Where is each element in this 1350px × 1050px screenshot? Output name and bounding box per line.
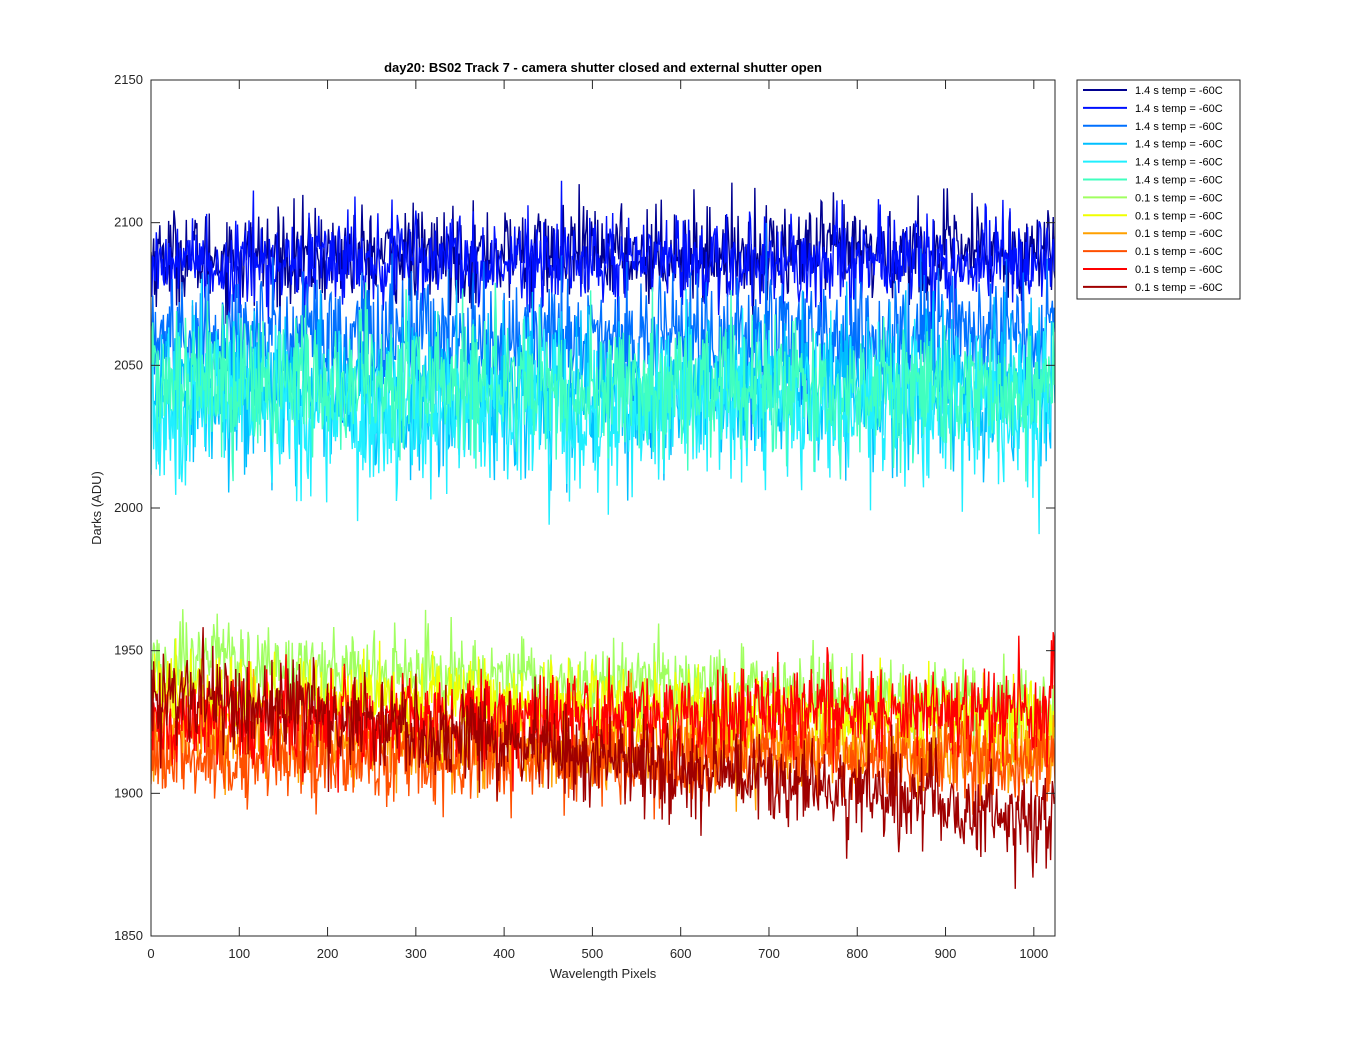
x-tick-label: 400 [493,946,515,961]
series-line [151,282,1055,482]
legend-label: 0.1 s temp = -60C [1135,282,1223,294]
series-layer [151,180,1055,889]
x-tick-label: 500 [582,946,604,961]
y-tick-label: 2050 [114,357,143,372]
legend-label: 1.4 s temp = -60C [1135,139,1223,151]
y-axis-ticks: 1850 1900 1950 2000 2050 2100 2150 [114,72,1055,943]
legend-label: 1.4 s temp = -60C [1135,175,1223,187]
legend-label: 1.4 s temp = -60C [1135,157,1223,169]
plot-frame [150,79,1056,937]
series-line [151,278,1055,535]
y-tick-label: 1950 [114,643,143,658]
chart-title: day20: BS02 Track 7 - camera shutter clo… [384,60,822,75]
legend-label: 1.4 s temp = -60C [1135,121,1223,133]
legend-label: 0.1 s temp = -60C [1135,246,1223,258]
x-tick-label: 600 [670,946,692,961]
y-tick-label: 1850 [114,928,143,943]
series-line [151,180,1055,339]
y-tick-label: 2000 [114,500,143,515]
y-axis-label: Darks (ADU) [89,471,104,545]
y-tick-label: 2150 [114,72,143,87]
legend-box [1076,79,1241,300]
y-tick-label: 1900 [114,785,143,800]
legend-label: 1.4 s temp = -60C [1135,85,1223,97]
legend: 1.4 s temp = -60C 1.4 s temp = -60C 1.4 s … [1076,79,1241,300]
legend-label: 0.1 s temp = -60C [1135,192,1223,204]
x-tick-label: 900 [935,946,957,961]
y-tick-label: 2100 [114,215,143,230]
x-tick-label: 0 [147,946,154,961]
x-axis-label: Wavelength Pixels [550,966,657,981]
x-tick-label: 300 [405,946,427,961]
x-tick-label: 700 [758,946,780,961]
legend-label: 0.1 s temp = -60C [1135,264,1223,276]
series-line [151,627,1055,889]
legend-label: 0.1 s temp = -60C [1135,228,1223,240]
legend-label: 1.4 s temp = -60C [1135,103,1223,115]
x-tick-label: 800 [846,946,868,961]
x-axis-ticks: 0 100 200 300 400 500 600 700 800 900 1000 [147,80,1048,961]
series-line [151,609,1055,764]
x-tick-label: 100 [228,946,250,961]
legend-label: 0.1 s temp = -60C [1135,210,1223,222]
x-tick-label: 200 [317,946,339,961]
x-tick-label: 1000 [1019,946,1048,961]
